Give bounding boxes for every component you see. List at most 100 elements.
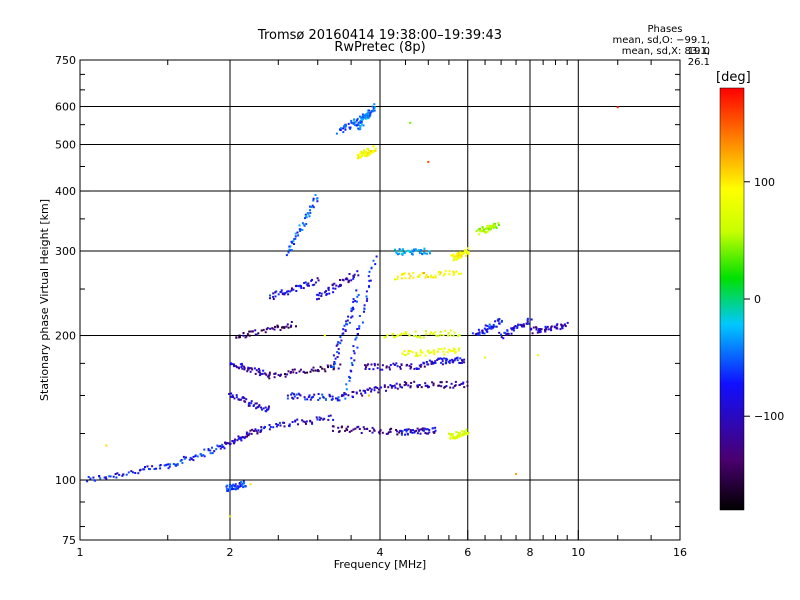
echo-point — [144, 466, 146, 468]
echo-point — [425, 432, 428, 435]
echo-point — [292, 371, 295, 374]
echo-point — [448, 348, 450, 351]
echo-point — [360, 123, 363, 126]
echo-point — [432, 332, 435, 335]
echo-point — [267, 407, 270, 410]
echo-point — [209, 452, 212, 455]
echo-point — [149, 468, 151, 471]
echo-point — [287, 370, 290, 373]
echo-point — [356, 328, 359, 330]
echo-point — [273, 373, 276, 375]
echo-point — [241, 436, 244, 438]
echo-point — [301, 419, 304, 422]
echo-point — [355, 392, 358, 395]
echo-point — [262, 407, 265, 410]
echo-point — [116, 472, 119, 475]
echo-point — [408, 334, 411, 337]
echo-point — [423, 427, 426, 430]
echo-point — [245, 398, 248, 401]
echo-point — [305, 422, 307, 425]
echo-point — [291, 396, 294, 399]
echo-point — [285, 325, 288, 328]
x-axis-ticks: 1 2 4 6 8 10 16 — [77, 60, 687, 559]
echo-point — [429, 252, 431, 255]
echo-point — [230, 395, 233, 398]
echo-point — [500, 320, 503, 323]
echo-point — [420, 386, 423, 389]
echo-point — [407, 350, 410, 352]
echo-point — [431, 427, 434, 430]
echo-point — [367, 154, 370, 157]
echo-point — [559, 328, 562, 331]
echo-point — [131, 471, 134, 474]
echo-point — [121, 474, 124, 477]
echo-point — [246, 333, 249, 336]
echo-point — [247, 402, 250, 405]
echo-point — [381, 431, 384, 434]
echo-point — [396, 365, 399, 368]
echo-point — [547, 328, 550, 331]
echo-point — [526, 317, 529, 320]
echo-point — [517, 324, 520, 326]
echo-point — [394, 278, 396, 281]
echo-point — [299, 230, 302, 232]
echo-point — [488, 327, 491, 330]
echo-point — [368, 387, 371, 390]
echo-point — [373, 362, 376, 365]
echo-point — [369, 111, 372, 114]
echo-point — [367, 111, 370, 114]
echo-point — [544, 325, 547, 328]
echo-point — [346, 278, 349, 281]
echo-point — [99, 477, 102, 480]
echo-point — [391, 332, 394, 335]
echo-point — [416, 354, 419, 357]
echo-point — [396, 430, 399, 433]
echo-point — [355, 289, 358, 292]
echo-point — [506, 329, 509, 332]
echo-point — [343, 392, 346, 395]
echo-point — [261, 408, 263, 411]
echo-point — [440, 385, 443, 388]
echo-point — [167, 463, 170, 466]
echo-point — [497, 318, 499, 321]
echo-point — [476, 333, 479, 336]
echo-point — [303, 224, 306, 227]
echo-point — [292, 240, 295, 243]
echo-point — [304, 213, 307, 216]
echo-point — [400, 432, 403, 435]
echo-point — [460, 382, 463, 385]
echo-point — [442, 274, 445, 277]
echo-point — [335, 397, 337, 400]
echo-point — [257, 332, 260, 335]
echo-point — [457, 272, 460, 275]
echo-point — [416, 427, 419, 430]
x-tick-label: 16 — [673, 546, 687, 559]
echo-point — [383, 336, 386, 339]
echo-point — [365, 150, 368, 153]
echo-point — [311, 421, 313, 424]
echo-point — [311, 422, 314, 425]
echo-point — [364, 116, 367, 119]
echo-point — [352, 275, 355, 278]
echo-point — [452, 386, 455, 389]
echo-point — [373, 429, 376, 432]
echo-point — [481, 226, 484, 229]
echo-point — [456, 334, 459, 337]
echo-point — [269, 426, 272, 428]
echo-point — [484, 231, 487, 234]
echo-point — [366, 428, 369, 430]
echo-point — [376, 363, 379, 366]
echo-point — [413, 367, 416, 370]
echo-point — [348, 321, 351, 324]
echo-point — [409, 429, 412, 431]
echo-point — [373, 386, 376, 389]
echo-point — [426, 252, 428, 255]
echo-point — [343, 324, 346, 327]
echo-point — [299, 394, 302, 397]
echo-point — [467, 247, 469, 250]
echo-point — [453, 272, 456, 275]
echo-point — [341, 425, 343, 428]
echo-point — [359, 126, 362, 128]
echo-point — [367, 394, 370, 397]
echo-point — [466, 433, 469, 436]
